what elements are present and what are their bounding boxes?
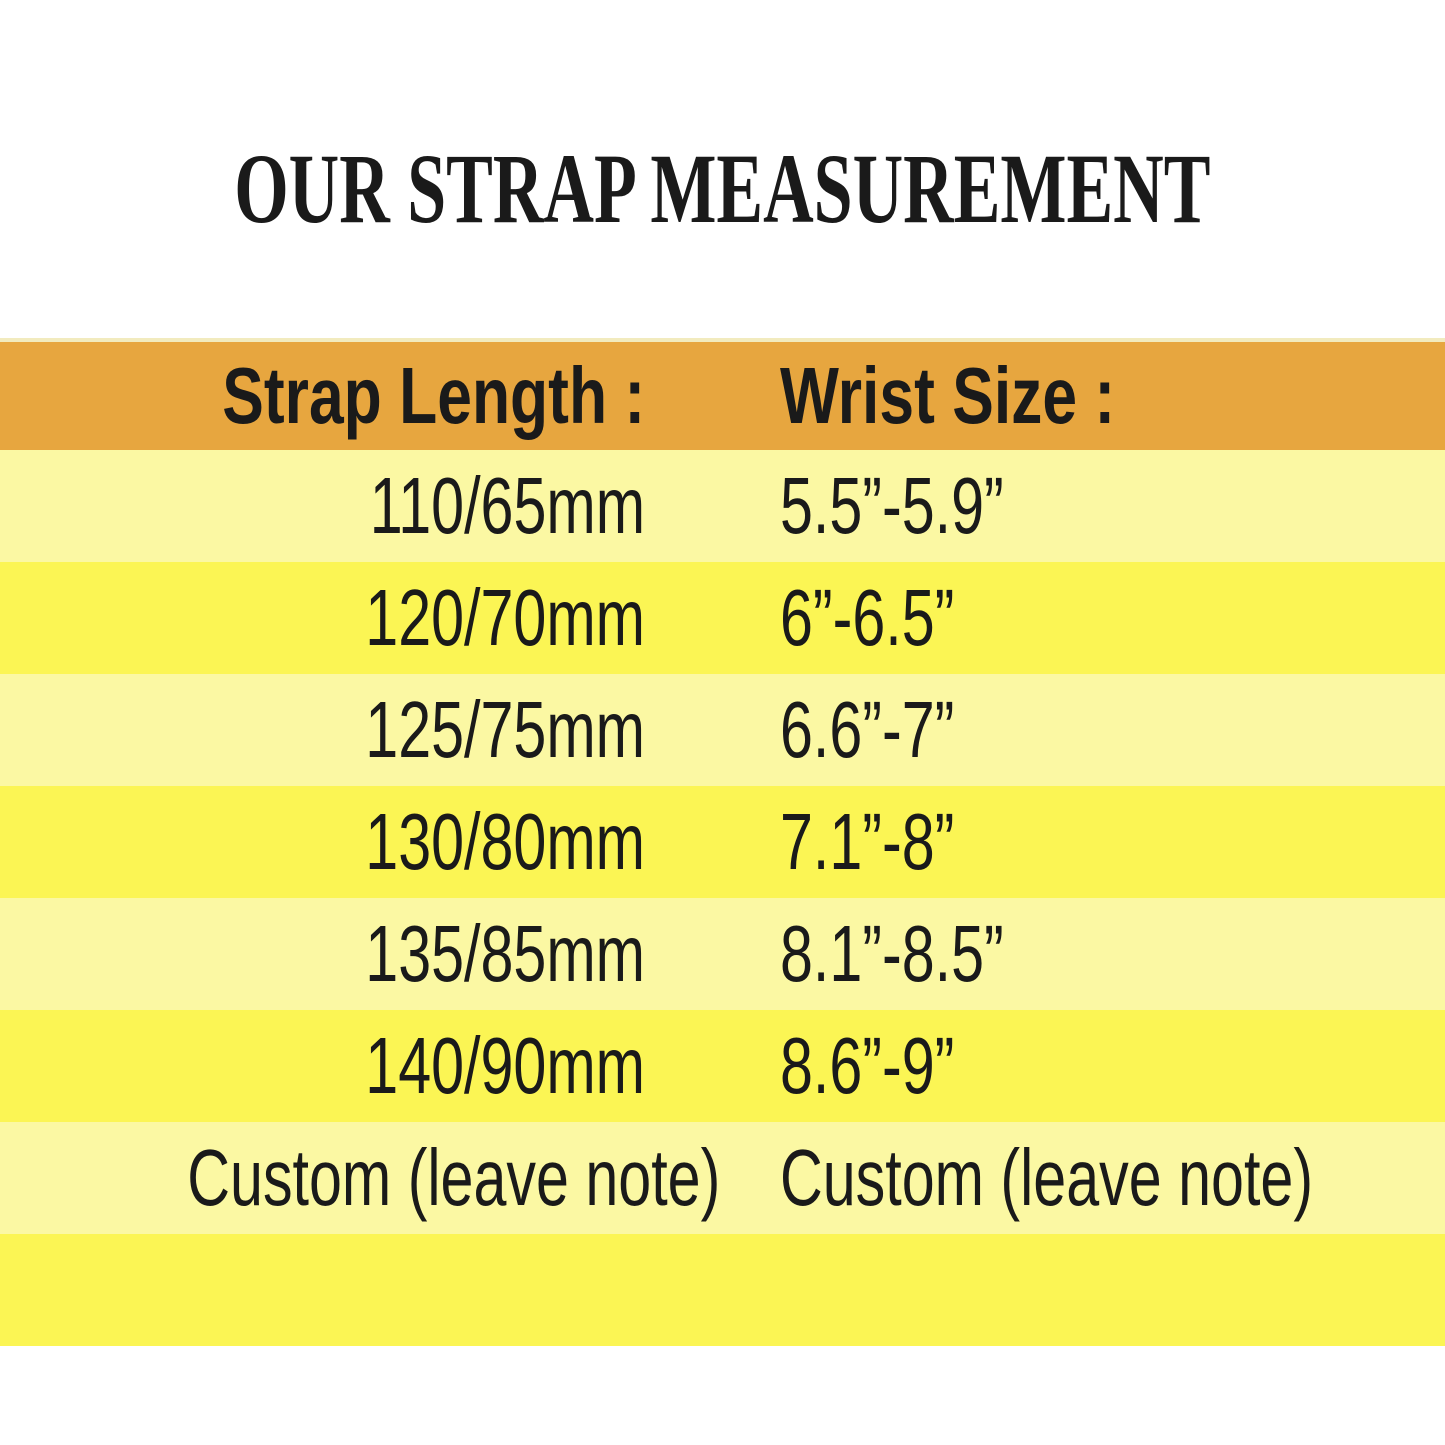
- wrist-size-cell: 5.5”-5.9”: [780, 460, 1445, 552]
- table-row: 120/70mm 6”-6.5”: [0, 562, 1445, 674]
- strap-length-value: 140/90mm: [365, 1021, 645, 1110]
- wrist-size-value: 5.5”-5.9”: [780, 461, 1004, 550]
- table-header-row: Strap Length : Wrist Size :: [0, 338, 1445, 450]
- table-row: Custom (leave note) Custom (leave note): [0, 1122, 1445, 1234]
- strap-length-cell: 140/90mm: [0, 1020, 645, 1112]
- strap-length-value: 120/70mm: [365, 573, 645, 662]
- table-row: 125/75mm 6.6”-7”: [0, 674, 1445, 786]
- strap-length-cell: 130/80mm: [0, 796, 645, 888]
- wrist-size-value: 7.1”-8”: [780, 797, 955, 886]
- wrist-size-value: 8.1”-8.5”: [780, 909, 1004, 998]
- wrist-size-cell: 8.6”-9”: [780, 1020, 1445, 1112]
- strap-measurement-table: Strap Length : Wrist Size : 110/65mm 5.5…: [0, 338, 1445, 1346]
- table-row: 130/80mm 7.1”-8”: [0, 786, 1445, 898]
- header-wrist-size: Wrist Size :: [780, 350, 1445, 442]
- wrist-size-cell: Custom (leave note): [780, 1132, 1445, 1224]
- table-row: 140/90mm 8.6”-9”: [0, 1010, 1445, 1122]
- table-row: 110/65mm 5.5”-5.9”: [0, 450, 1445, 562]
- table-row: 135/85mm 8.1”-8.5”: [0, 898, 1445, 1010]
- table-row-empty: [0, 1234, 1445, 1346]
- strap-length-value: 130/80mm: [365, 797, 645, 886]
- header-strap-length: Strap Length :: [0, 350, 645, 442]
- strap-length-cell: 110/65mm: [0, 460, 645, 552]
- strap-length-cell: 120/70mm: [0, 572, 645, 664]
- wrist-size-value: 6”-6.5”: [780, 573, 955, 662]
- header-wrist-size-label: Wrist Size :: [780, 351, 1116, 440]
- header-strap-length-label: Strap Length :: [222, 351, 645, 440]
- wrist-size-value: 6.6”-7”: [780, 685, 955, 774]
- strap-length-cell: Custom (leave note): [0, 1132, 720, 1224]
- wrist-size-value: 8.6”-9”: [780, 1021, 955, 1110]
- wrist-size-cell: 6”-6.5”: [780, 572, 1445, 664]
- page-title: OUR STRAP MEASUREMENT: [0, 0, 1445, 338]
- wrist-size-value: Custom (leave note): [780, 1133, 1314, 1222]
- page-title-text: OUR STRAP MEASUREMENT: [234, 132, 1211, 244]
- wrist-size-cell: [780, 1281, 1445, 1299]
- strap-length-value: 110/65mm: [369, 461, 645, 550]
- strap-length-cell: [0, 1281, 645, 1299]
- strap-length-value: Custom (leave note): [187, 1133, 721, 1222]
- strap-length-value: 135/85mm: [365, 909, 645, 998]
- strap-length-cell: 135/85mm: [0, 908, 645, 1000]
- strap-length-cell: 125/75mm: [0, 684, 645, 776]
- strap-length-value: 125/75mm: [365, 685, 645, 774]
- wrist-size-cell: 8.1”-8.5”: [780, 908, 1445, 1000]
- wrist-size-cell: 7.1”-8”: [780, 796, 1445, 888]
- wrist-size-cell: 6.6”-7”: [780, 684, 1445, 776]
